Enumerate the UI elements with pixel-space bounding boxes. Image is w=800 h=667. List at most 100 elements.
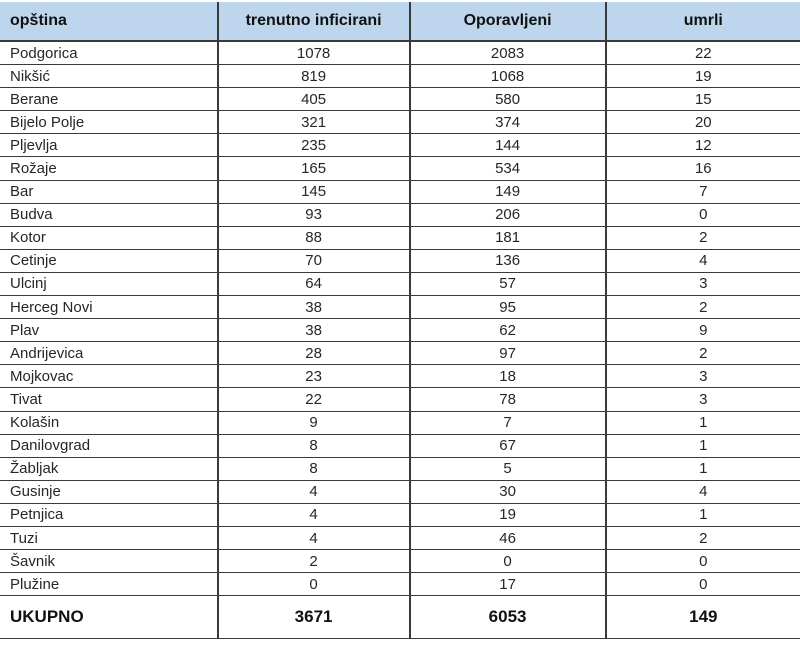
table-row: Bijelo Polje 321 374 20	[0, 110, 800, 135]
value-cell: 4	[216, 526, 410, 551]
value-cell: 20	[604, 110, 800, 135]
municipality-cell: Danilovgrad	[0, 434, 218, 458]
value-cell: 46	[408, 526, 606, 551]
value-cell: 2083	[408, 41, 606, 66]
municipality-cell: Kotor	[0, 226, 218, 250]
column-header-1: trenutno inficirani	[216, 2, 410, 42]
municipality-cell: Ulcinj	[0, 272, 218, 297]
table-row: Podgorica 1078 2083 22	[0, 41, 800, 66]
value-cell: 67	[408, 434, 606, 458]
municipality-cell: Petnjica	[0, 503, 218, 527]
value-cell: 2	[604, 341, 800, 366]
value-cell: 70	[216, 249, 410, 273]
table-row: Mojkovac 23 18 3	[0, 364, 800, 389]
value-cell: 4	[604, 480, 800, 504]
value-cell: 405	[216, 87, 410, 112]
table-row: Plužine 0 17 0	[0, 572, 800, 597]
municipality-cell: Plužine	[0, 572, 218, 597]
value-cell: 9	[216, 411, 410, 435]
value-cell: 2	[604, 295, 800, 320]
value-cell: 12	[604, 133, 800, 158]
value-cell: 1068	[408, 64, 606, 89]
covid-municipality-table: opština trenutno inficirani Oporavljeni umr…	[0, 2, 800, 640]
value-cell: 16	[604, 156, 800, 181]
municipality-cell: Tivat	[0, 387, 218, 412]
municipality-cell: Cetinje	[0, 249, 218, 273]
value-cell: 1	[604, 457, 800, 481]
value-cell: 145	[216, 180, 410, 204]
value-cell: 93	[216, 203, 410, 227]
value-cell: 8	[216, 457, 410, 481]
total-value-cell: 3671	[216, 595, 410, 640]
value-cell: 0	[216, 572, 410, 597]
value-cell: 15	[604, 87, 800, 112]
table-row: Ulcinj 64 57 3	[0, 272, 800, 297]
table-body: Podgorica 1078 2083 22 Nikšić 819 1068 19 Berane…	[0, 41, 800, 597]
table-row: Bar 145 149 7	[0, 180, 800, 204]
municipality-cell: Nikšić	[0, 64, 218, 89]
value-cell: 4	[216, 480, 410, 504]
value-cell: 30	[408, 480, 606, 504]
municipality-cell: Berane	[0, 87, 218, 112]
value-cell: 0	[604, 203, 800, 227]
value-cell: 149	[408, 180, 606, 204]
table-row: Tivat 22 78 3	[0, 387, 800, 412]
table-row: Rožaje 165 534 16	[0, 156, 800, 181]
value-cell: 22	[604, 41, 800, 66]
table-row: Kotor 88 181 2	[0, 226, 800, 250]
value-cell: 165	[216, 156, 410, 181]
value-cell: 0	[604, 549, 800, 574]
value-cell: 321	[216, 110, 410, 135]
value-cell: 3	[604, 387, 800, 412]
value-cell: 819	[216, 64, 410, 89]
value-cell: 0	[604, 572, 800, 597]
table-row: Tuzi 4 46 2	[0, 526, 800, 551]
table-row: Šavnik 2 0 0	[0, 549, 800, 574]
value-cell: 2	[604, 526, 800, 551]
value-cell: 38	[216, 318, 410, 343]
value-cell: 95	[408, 295, 606, 320]
value-cell: 57	[408, 272, 606, 297]
total-row: UKUPNO 3671 6053 149	[0, 595, 800, 640]
value-cell: 4	[216, 503, 410, 527]
table-row: Petnjica 4 19 1	[0, 503, 800, 527]
value-cell: 19	[604, 64, 800, 89]
value-cell: 2	[604, 226, 800, 250]
value-cell: 88	[216, 226, 410, 250]
municipality-cell: Herceg Novi	[0, 295, 218, 320]
municipality-cell: Andrijevica	[0, 341, 218, 366]
total-value-cell: 149	[604, 595, 800, 640]
value-cell: 5	[408, 457, 606, 481]
header-row: opština trenutno inficirani Oporavljeni umr…	[0, 2, 800, 42]
value-cell: 97	[408, 341, 606, 366]
column-header-3: umrli	[604, 2, 800, 42]
value-cell: 1	[604, 434, 800, 458]
municipality-cell: Gusinje	[0, 480, 218, 504]
table-row: Gusinje 4 30 4	[0, 480, 800, 504]
municipality-cell: Šavnik	[0, 549, 218, 574]
table-row: Kolašin 9 7 1	[0, 411, 800, 435]
value-cell: 374	[408, 110, 606, 135]
value-cell: 0	[408, 549, 606, 574]
table-row: Berane 405 580 15	[0, 87, 800, 112]
table-row: Andrijevica 28 97 2	[0, 341, 800, 366]
municipality-cell: Mojkovac	[0, 364, 218, 389]
value-cell: 9	[604, 318, 800, 343]
municipality-cell: Plav	[0, 318, 218, 343]
value-cell: 1	[604, 503, 800, 527]
municipality-cell: Rožaje	[0, 156, 218, 181]
table-row: Pljevlja 235 144 12	[0, 133, 800, 158]
municipality-cell: Kolašin	[0, 411, 218, 435]
table-row: Budva 93 206 0	[0, 203, 800, 227]
municipality-cell: Bar	[0, 180, 218, 204]
municipality-cell: Pljevlja	[0, 133, 218, 158]
value-cell: 136	[408, 249, 606, 273]
table-row: Herceg Novi 38 95 2	[0, 295, 800, 320]
municipality-cell: Bijelo Polje	[0, 110, 218, 135]
value-cell: 22	[216, 387, 410, 412]
value-cell: 18	[408, 364, 606, 389]
value-cell: 8	[216, 434, 410, 458]
value-cell: 206	[408, 203, 606, 227]
value-cell: 3	[604, 272, 800, 297]
